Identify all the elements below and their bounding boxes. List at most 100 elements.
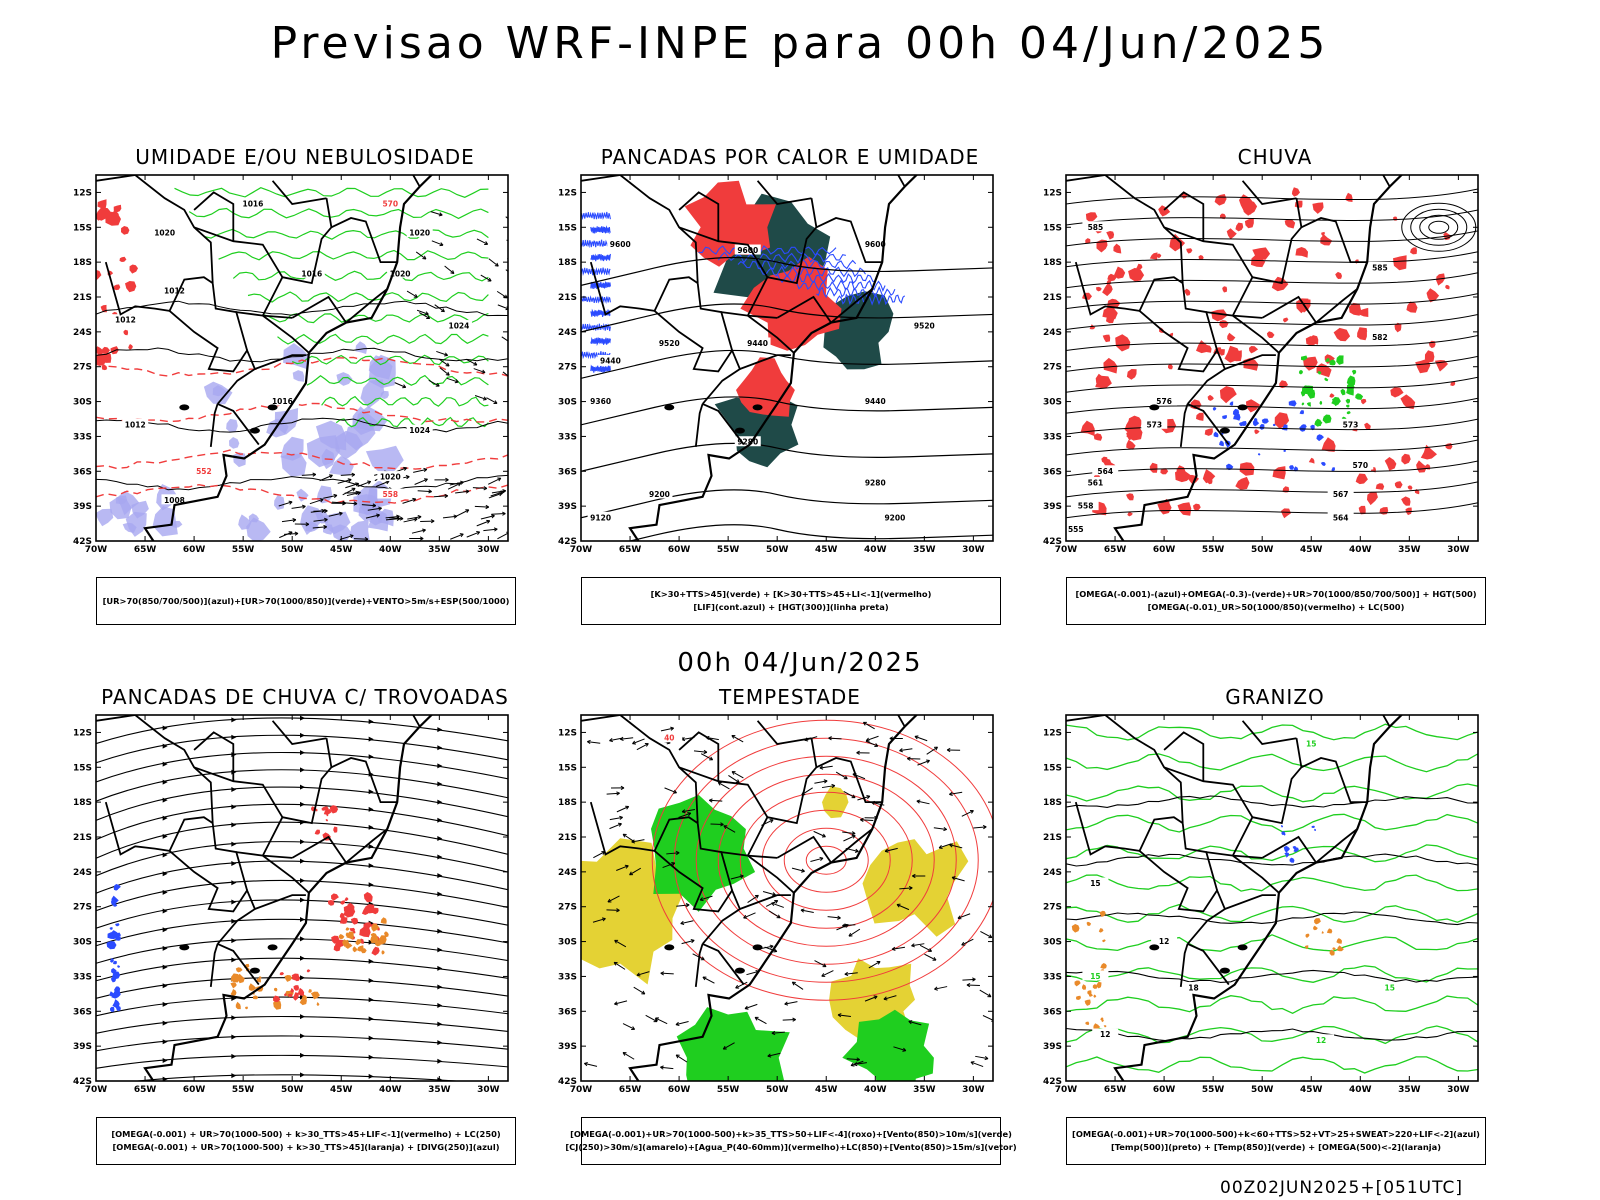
contour-label: 40 [664,734,674,743]
geography [581,175,919,541]
lon-tick-label: 70W [570,545,593,555]
contour-label: 1008 [164,496,185,505]
lat-tick-label: 30S [1043,398,1062,408]
lat-tick-label: 33S [1043,432,1062,442]
lon-tick-label: 50W [1251,545,1274,555]
lat-tick-label: 15S [558,223,577,233]
legend-line: [OMEGA(-0.001)+UR>70(1000-500)+k<60+TTS>… [1072,1129,1480,1139]
lon-tick-label: 55W [1202,1085,1225,1095]
contour-label: 9280 [737,438,758,447]
contour-label: 15 [1090,972,1100,981]
lat-tick-label: 39S [1043,1042,1062,1052]
map-fields: 9600 9600 9520 9440 9360 9280 9200 9120 9520 9440… [581,175,993,541]
contour-label: 1020 [409,229,430,238]
lat-tick-label: 24S [558,328,577,338]
lon-tick-label: 50W [766,1085,789,1095]
map-fields: 15 12 15 18 15 12 12 15 [1066,715,1478,1081]
contour-label: 561 [1088,478,1104,487]
lat-tick-label: 36S [558,467,577,477]
legend-box: [K>30+TTS>45](verde) + [K>30+TTS>45+LI<-… [581,577,1001,625]
map-fields [96,715,508,1081]
geography [96,175,434,541]
lon-tick-label: 60W [1153,1085,1176,1095]
forecast-map: 1016 1020 1016 1020 1012 1024 1012 1016 1012 1008… [73,174,509,555]
panel-pancadas: PANCADAS POR CALOR E UMIDADE 9600 9600 9520… [555,145,1025,625]
contour-label: 9280 [865,478,886,487]
lat-tick-label: 42S [558,537,577,547]
lat-tick-label: 39S [73,502,92,512]
lat-tick-label: 24S [73,328,92,338]
lat-tick-label: 33S [73,972,92,982]
lat-tick-label: 12S [558,728,577,738]
lat-tick-label: 18S [558,798,577,808]
legend-box: [OMEGA(-0.001)+UR>70(1000-500)+k<60+TTS>… [1066,1117,1486,1165]
lon-tick-label: 70W [85,1085,108,1095]
lon-tick-label: 70W [1055,545,1078,555]
contour-label: 558 [1078,502,1094,511]
lat-tick-label: 21S [558,833,577,843]
lat-tick-label: 24S [558,868,577,878]
contour-label: 573 [1146,420,1162,429]
lon-tick-label: 50W [1251,1085,1274,1095]
panel-title: CHUVA [1237,145,1313,169]
lat-tick-label: 24S [1043,328,1062,338]
lat-tick-label: 12S [73,188,92,198]
lat-tick-label: 33S [73,432,92,442]
legend-line: [OMEGA(-0.001) + UR>70(1000-500) + k>30_… [111,1129,501,1139]
geography [581,715,919,1081]
legend-line: [Temp(500)](preto) + [Temp(850)](verde) … [1110,1142,1442,1152]
lon-tick-label: 50W [281,1085,304,1095]
contour-label: 9600 [737,246,758,255]
contour-label: 1020 [390,269,411,278]
panel-title: PANCADAS POR CALOR E UMIDADE [600,145,980,169]
lat-tick-label: 33S [558,432,577,442]
contour-label: 18 [1188,984,1198,993]
contour-label: 585 [1088,223,1104,232]
lat-tick-label: 21S [1043,293,1062,303]
lat-tick-label: 18S [73,798,92,808]
lat-tick-label: 36S [73,1007,92,1017]
contour-label: 1016 [301,269,322,278]
lon-tick-label: 60W [183,545,206,555]
panel-title: UMIDADE E/OU NEBULOSIDADE [135,145,475,169]
forecast-map: 9600 9600 9520 9440 9360 9280 9200 9120 9520 9440… [558,174,994,555]
lon-tick-label: 30W [477,545,500,555]
lon-tick-label: 55W [232,1085,255,1095]
lat-tick-label: 18S [558,258,577,268]
lat-tick-label: 24S [1043,868,1062,878]
panel-tempestade: TEMPESTADE 40 12S 15S 18S 21S 24S 27S 30S 33S 36S 3… [555,685,1025,1165]
lat-tick-label: 27S [73,903,92,913]
lon-tick-label: 40W [379,1085,402,1095]
lat-tick-label: 15S [1043,763,1062,773]
lat-tick-label: 42S [73,537,92,547]
contour-label: 9440 [865,397,886,406]
lat-tick-label: 12S [1043,188,1062,198]
map-fields: 585 585 582 576 573 570 567 564 561 558 555 564 573 [1066,175,1478,541]
lon-tick-label: 40W [864,1085,887,1095]
lon-tick-label: 70W [570,1085,593,1095]
lat-tick-label: 15S [73,763,92,773]
panel-title: PANCADAS DE CHUVA C/ TROVOADAS [101,685,509,709]
contour-label: 12 [1100,1030,1110,1039]
lat-tick-label: 27S [558,363,577,373]
panel-chuva: CHUVA 585 585 582 576 573 570 567 564 561 558 555 56… [1040,145,1510,625]
lon-tick-label: 35W [1398,1085,1421,1095]
contour-label: 585 [1372,263,1388,272]
lon-tick-label: 45W [330,1085,353,1095]
lon-tick-label: 60W [183,1085,206,1095]
lat-tick-label: 21S [73,293,92,303]
lat-tick-label: 39S [73,1042,92,1052]
legend-line: [OMEGA(-0.001) + UR>70(1000-500) + k>30_… [112,1142,500,1152]
panel-granizo: GRANIZO 15 12 15 18 15 12 12 15 12S 15S 18S 21S 24S 27… [1040,685,1510,1165]
geography [1066,175,1404,541]
lat-tick-label: 30S [558,398,577,408]
main-title: Previsao WRF-INPE para 00h 04/Jun/2025 [270,18,1330,69]
lon-tick-label: 30W [1447,1085,1470,1095]
lon-tick-label: 55W [717,1085,740,1095]
lat-tick-label: 15S [1043,223,1062,233]
